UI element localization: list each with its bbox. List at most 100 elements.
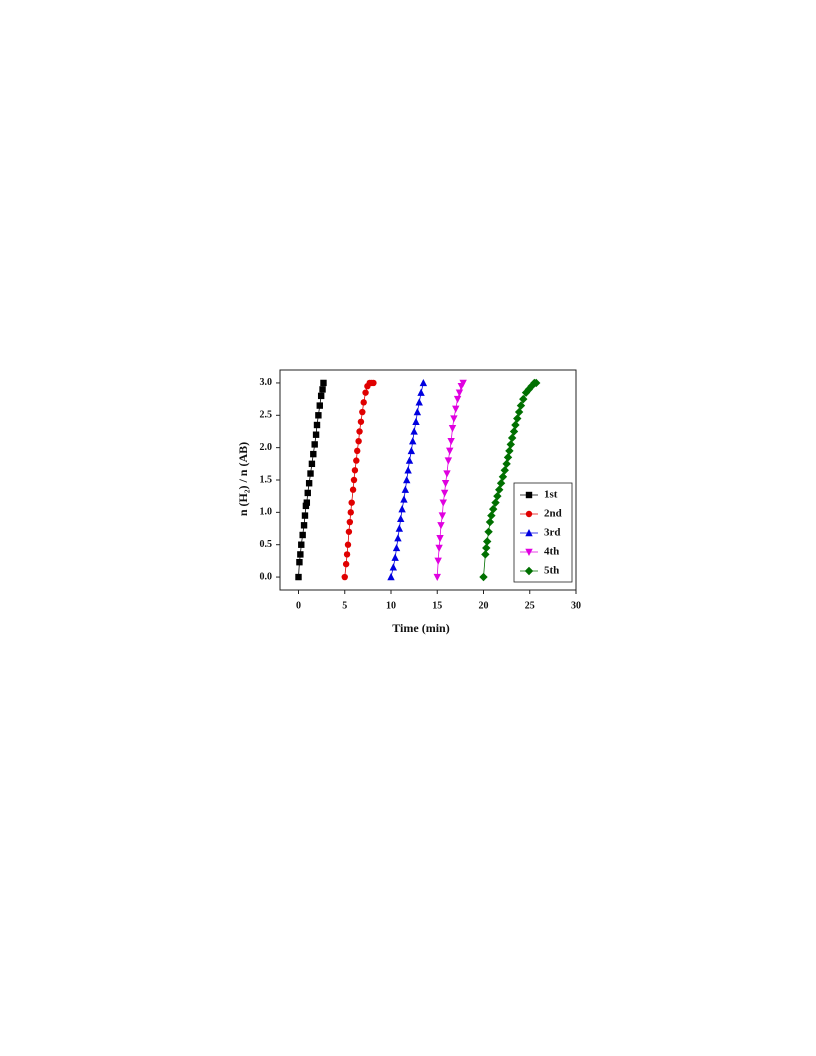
marker	[319, 386, 326, 393]
marker	[409, 437, 417, 445]
marker	[437, 522, 445, 530]
marker	[452, 405, 460, 413]
marker	[516, 401, 526, 410]
marker	[415, 398, 423, 406]
y-tick-label: 2.5	[260, 410, 273, 421]
y-tick-label: 1.5	[260, 474, 273, 485]
marker	[297, 551, 304, 558]
marker	[343, 551, 351, 558]
marker	[481, 550, 490, 559]
marker	[389, 563, 398, 571]
marker	[342, 560, 350, 568]
y-axis-title: n (H₂) / n (AB)	[236, 442, 250, 516]
marker	[305, 480, 313, 487]
marker	[405, 456, 414, 464]
marker	[491, 498, 500, 507]
marker	[435, 544, 443, 552]
marker	[489, 504, 498, 514]
marker	[392, 543, 401, 552]
marker	[296, 558, 303, 566]
marker	[403, 476, 411, 484]
marker	[301, 512, 309, 519]
marker	[362, 389, 369, 396]
marker	[419, 378, 428, 387]
legend-label: 1st	[544, 489, 558, 501]
marker	[407, 446, 416, 455]
y-tick-label: 2.0	[260, 442, 273, 453]
marker	[436, 535, 444, 543]
y-tick-label: 1.0	[260, 507, 273, 518]
marker	[391, 553, 399, 561]
marker	[295, 573, 302, 581]
marker	[311, 441, 318, 448]
marker	[348, 499, 355, 506]
marker	[395, 524, 404, 532]
marker	[410, 427, 418, 435]
marker	[521, 388, 531, 397]
marker	[350, 476, 358, 484]
marker	[453, 395, 462, 404]
marker	[317, 392, 325, 400]
marker	[532, 378, 541, 388]
marker	[527, 381, 536, 391]
marker	[370, 379, 377, 387]
marker	[347, 509, 354, 516]
marker	[441, 480, 450, 488]
marker	[514, 407, 524, 417]
marker	[298, 541, 305, 548]
y-tick-label: 0.0	[260, 571, 273, 582]
marker	[320, 379, 327, 387]
marker	[498, 472, 508, 481]
legend-label: 4th	[544, 546, 559, 558]
series-line	[298, 382, 324, 578]
marker	[525, 510, 533, 518]
marker	[315, 412, 322, 419]
x-tick-label: 5	[342, 600, 347, 611]
marker	[505, 446, 514, 456]
marker	[412, 417, 420, 425]
marker	[351, 467, 359, 474]
x-tick-label: 30	[571, 600, 581, 611]
marker	[433, 573, 441, 582]
marker	[349, 486, 357, 493]
marker	[455, 389, 464, 397]
marker	[397, 514, 405, 523]
legend-box	[513, 482, 573, 583]
marker	[447, 437, 455, 446]
y-tick-label: 3.0	[260, 377, 273, 388]
marker	[487, 511, 496, 520]
marker	[525, 548, 533, 556]
legend-label: 3rd	[544, 527, 561, 539]
marker	[355, 437, 362, 445]
marker	[509, 427, 519, 436]
marker	[519, 394, 528, 404]
marker	[344, 541, 352, 548]
marker	[459, 379, 467, 387]
marker	[304, 489, 311, 497]
marker	[417, 388, 425, 396]
marker	[310, 450, 317, 458]
marker	[387, 573, 395, 581]
marker	[506, 440, 515, 449]
marker	[484, 527, 493, 536]
legend-label: 5th	[544, 565, 559, 577]
marker	[308, 460, 316, 468]
marker	[299, 531, 306, 539]
marker	[496, 479, 506, 488]
marker	[341, 573, 348, 581]
marker	[446, 447, 454, 455]
marker	[346, 518, 354, 526]
marker	[360, 399, 367, 406]
marker	[448, 425, 457, 433]
marker	[401, 485, 410, 493]
marker	[482, 543, 491, 553]
marker	[440, 489, 449, 497]
marker	[443, 470, 451, 478]
marker	[479, 572, 488, 582]
x-axis-title: Time (min)	[392, 621, 449, 635]
marker	[483, 537, 492, 546]
legend-label: 2nd	[544, 508, 562, 520]
marker	[439, 499, 447, 507]
marker	[495, 485, 504, 494]
